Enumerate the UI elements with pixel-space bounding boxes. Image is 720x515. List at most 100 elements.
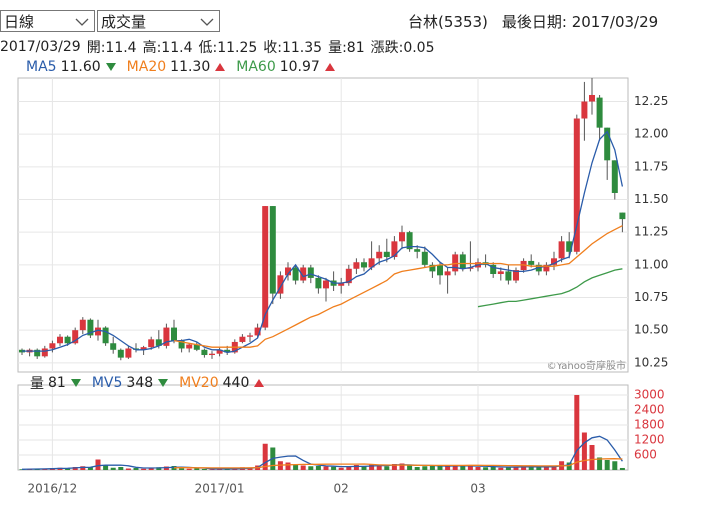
volume-bar bbox=[103, 465, 109, 470]
volume-bar bbox=[110, 467, 116, 470]
candle-body bbox=[117, 349, 124, 358]
trend-arrow bbox=[70, 379, 81, 387]
period-select[interactable]: 日線 bbox=[0, 10, 95, 32]
volume-bar bbox=[201, 469, 207, 470]
y-tick-label: 11.50 bbox=[634, 192, 668, 206]
stock-name: 台林(5353) bbox=[408, 13, 488, 31]
legend-value: 10.97 bbox=[279, 59, 320, 75]
volume-bar bbox=[179, 468, 185, 470]
volume-bar bbox=[460, 466, 466, 470]
candle-body bbox=[497, 271, 504, 274]
x-tick-label: 2017/01 bbox=[195, 482, 245, 496]
candle-body bbox=[171, 327, 177, 341]
candle-body bbox=[406, 232, 413, 250]
candle-body bbox=[269, 206, 276, 294]
candle-body bbox=[95, 327, 101, 336]
mv-line bbox=[173, 458, 623, 469]
volume-bar bbox=[521, 466, 527, 470]
volume-bar bbox=[612, 461, 618, 470]
candle-body bbox=[307, 267, 314, 278]
candle-body bbox=[619, 212, 626, 220]
mv-line bbox=[21, 435, 623, 470]
volume-bar bbox=[148, 467, 154, 470]
candle-body bbox=[558, 241, 565, 259]
y2-tick-label: 1200 bbox=[634, 433, 665, 447]
period-value: 日線 bbox=[4, 13, 35, 31]
legend-item: MA20 11.30 bbox=[127, 59, 227, 75]
price-panel bbox=[17, 77, 629, 373]
chevron bbox=[200, 18, 214, 26]
candle-body bbox=[254, 327, 261, 336]
candle-body bbox=[277, 275, 284, 294]
legend-item: 量 81 bbox=[30, 373, 82, 393]
candle-body bbox=[353, 262, 360, 269]
volume-bar bbox=[247, 467, 253, 470]
candle-body bbox=[292, 267, 299, 281]
volume-bar bbox=[300, 465, 306, 470]
volume-bar bbox=[308, 466, 314, 470]
candle-body bbox=[437, 264, 443, 276]
stock-info: 台林(5353) 最後日期: 2017/03/29 bbox=[408, 11, 658, 32]
legend-value: 440 bbox=[222, 375, 250, 391]
y-tick-label: 10.25 bbox=[634, 355, 668, 369]
volume-bar bbox=[384, 466, 390, 470]
candle-body bbox=[186, 344, 193, 349]
candle-body bbox=[376, 251, 383, 259]
volume-bar bbox=[65, 468, 71, 470]
indicator-select[interactable]: 成交量 bbox=[97, 10, 220, 32]
candle-body bbox=[543, 264, 550, 272]
triangle bbox=[215, 63, 226, 71]
candle-body bbox=[125, 348, 132, 358]
legend-value: 11.60 bbox=[60, 59, 101, 75]
candle-body bbox=[57, 336, 63, 344]
candle-body bbox=[399, 232, 405, 242]
legend-name: MV5 bbox=[91, 375, 123, 391]
volume-panel bbox=[17, 384, 629, 471]
candle-body bbox=[528, 260, 535, 265]
volume-bar bbox=[589, 445, 595, 470]
trend-arrow bbox=[254, 379, 265, 387]
candle-body bbox=[148, 339, 155, 348]
candle-body bbox=[247, 335, 253, 337]
quote-date: 2017/03/29 bbox=[0, 39, 81, 55]
candle-body bbox=[345, 268, 352, 284]
candle-body bbox=[513, 270, 519, 281]
candle-body bbox=[140, 347, 147, 350]
candle-body bbox=[444, 271, 451, 276]
volume-bar bbox=[528, 467, 534, 470]
volume-bar bbox=[391, 464, 397, 470]
candle-body bbox=[64, 336, 71, 344]
candle-body bbox=[178, 340, 185, 349]
candle-body bbox=[581, 101, 588, 119]
volume-bar bbox=[483, 467, 489, 470]
y-tick-label: 10.75 bbox=[634, 290, 668, 304]
trend-arrow bbox=[158, 379, 169, 387]
volume-bar bbox=[467, 465, 473, 470]
candle-body bbox=[391, 241, 398, 258]
candle-body bbox=[551, 258, 557, 265]
candle-body bbox=[209, 353, 215, 356]
volume-bar bbox=[125, 468, 131, 470]
candle-body bbox=[49, 343, 56, 349]
legend-value: 11.30 bbox=[170, 59, 211, 75]
volume-bar bbox=[293, 465, 299, 470]
candle-body bbox=[239, 336, 246, 342]
triangle bbox=[324, 63, 335, 71]
quote-item: 漲跌:0.05 bbox=[370, 40, 435, 56]
volume-bar bbox=[141, 468, 147, 470]
indicator-value: 成交量 bbox=[101, 13, 147, 31]
legend-item: MV5 348 bbox=[92, 375, 169, 391]
legend-name: 量 bbox=[30, 376, 44, 392]
candle-body bbox=[566, 241, 573, 252]
candle-body bbox=[361, 262, 367, 268]
volume-bar bbox=[551, 466, 557, 470]
volume-bar bbox=[315, 466, 321, 470]
candle-body bbox=[429, 264, 436, 272]
volume-bar bbox=[452, 465, 458, 470]
volume-bar bbox=[407, 465, 413, 470]
x-tick-label: 03 bbox=[470, 482, 485, 496]
volume-bar bbox=[156, 467, 162, 470]
quote-item: 開:11.4 bbox=[86, 40, 137, 56]
candle-body bbox=[262, 206, 269, 328]
